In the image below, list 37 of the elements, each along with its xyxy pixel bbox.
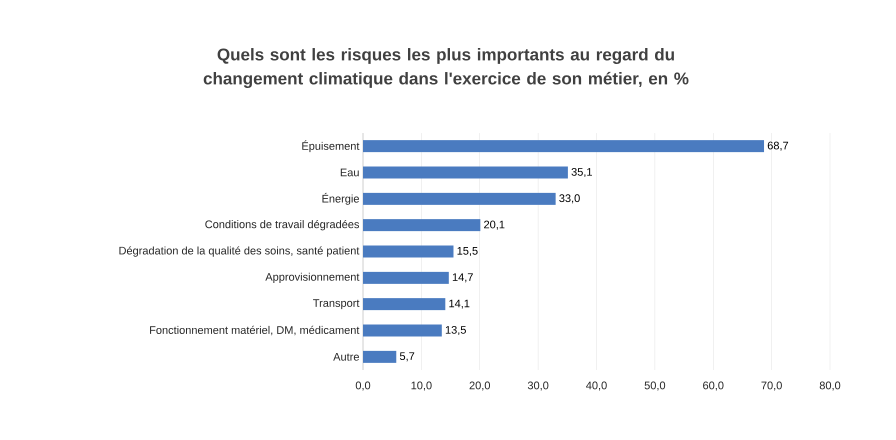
bar xyxy=(363,298,446,310)
data-label: 33,0 xyxy=(559,194,580,204)
x-tick-label: 10,0 xyxy=(412,382,432,391)
y-tick-label: Épuisement xyxy=(302,140,360,152)
data-label: 14,1 xyxy=(449,300,470,309)
x-tick-label: 0,0 xyxy=(356,382,370,391)
bar xyxy=(363,192,556,205)
data-label: 15,5 xyxy=(458,247,478,256)
bar xyxy=(363,272,449,284)
x-tick-label: 50,0 xyxy=(644,382,666,391)
x-tick-label: 60,0 xyxy=(703,382,724,391)
y-tick-label: Dégradation de la qualité des soins, santé patient xyxy=(119,246,360,257)
y-tick-label: Autre xyxy=(333,353,359,361)
data-label: 5,7 xyxy=(400,352,414,362)
y-tick-label: Eau xyxy=(340,168,359,176)
y-tick-label: Transport xyxy=(313,299,360,310)
y-tick-label: Énergie xyxy=(322,192,359,205)
bar xyxy=(363,140,764,152)
data-label: 13,5 xyxy=(446,326,466,336)
data-label: 68,7 xyxy=(768,142,788,151)
x-tick-label: 20,0 xyxy=(470,382,490,391)
bar xyxy=(363,246,454,258)
bar xyxy=(363,324,442,337)
y-tick-label: Approvisionnement xyxy=(265,272,360,283)
bar xyxy=(363,166,568,179)
data-label: 20,1 xyxy=(484,220,504,230)
y-tick-label: Fonctionnement matériel, DM, médicament xyxy=(150,326,360,336)
x-tick-label: 40,0 xyxy=(586,382,607,391)
bar xyxy=(363,350,396,363)
bar xyxy=(363,219,480,232)
data-label: 35,1 xyxy=(572,168,592,178)
data-label: 14,7 xyxy=(452,273,473,282)
chart-title: Quels sont les risques les plus importants au regard du changement climatique dans l'exercice de son métier, en % xyxy=(204,48,688,88)
x-tick-label: 80,0 xyxy=(820,382,840,391)
x-tick-label: 70,0 xyxy=(761,382,782,391)
y-tick-label: Conditions de travail dégradées xyxy=(205,220,360,230)
x-tick-label: 30,0 xyxy=(528,382,548,391)
